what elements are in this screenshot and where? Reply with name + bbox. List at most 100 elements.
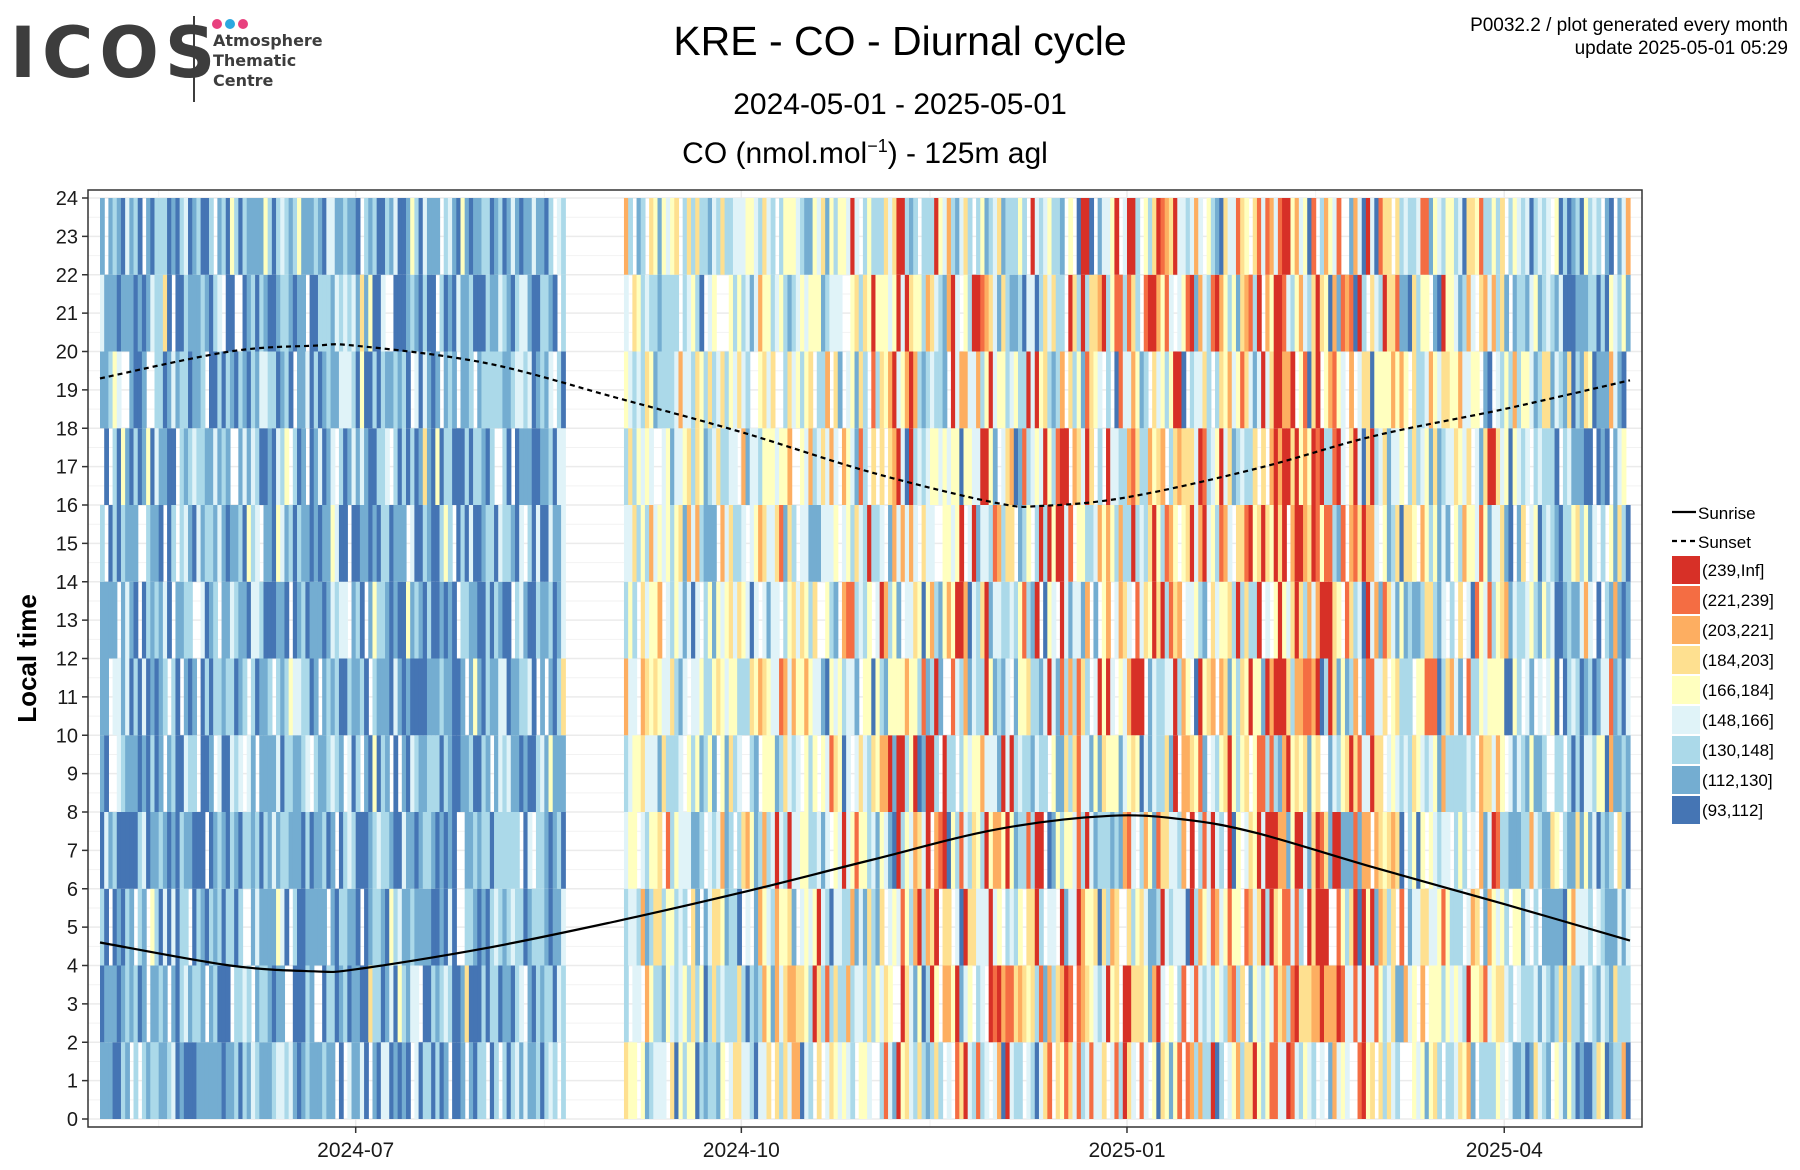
heatmap-cell <box>154 965 160 1043</box>
heatmap-cell <box>623 1042 629 1119</box>
icos-wordmark: ICOS <box>10 12 222 94</box>
heatmap-cell <box>670 198 675 275</box>
heatmap-cell <box>670 888 675 966</box>
heatmap-cell <box>1625 198 1631 275</box>
heatmap-cell <box>1525 965 1530 1043</box>
heatmap-cell <box>686 812 692 889</box>
heatmap-cell <box>762 812 768 889</box>
heatmap-cell <box>322 812 327 889</box>
heatmap-cell <box>976 658 981 736</box>
heatmap-cell <box>1156 888 1162 966</box>
heatmap-cell <box>1378 351 1384 429</box>
heatmap-cell <box>758 428 763 505</box>
heatmap-cell <box>753 812 759 889</box>
heatmap-cell <box>896 1042 902 1119</box>
heatmap-cell <box>108 965 114 1043</box>
heatmap-cell <box>833 351 839 429</box>
heatmap-cell <box>703 505 709 582</box>
heatmap-cell <box>728 888 734 966</box>
y-tick-label: 19 <box>56 380 78 402</box>
heatmap-cell <box>426 658 432 736</box>
heatmap-cell <box>481 351 487 429</box>
heatmap-cell <box>670 812 675 889</box>
heatmap-cell <box>556 428 562 505</box>
heatmap-cell <box>1571 505 1577 582</box>
heatmap-cell <box>1030 581 1036 659</box>
heatmap-cell <box>548 274 554 352</box>
heatmap-cell <box>808 581 814 659</box>
heatmap-cell <box>850 505 856 582</box>
heatmap-cell <box>1051 888 1057 966</box>
heatmap-cell <box>435 888 441 966</box>
heatmap-cell <box>229 735 235 812</box>
heatmap-cell <box>1240 428 1245 505</box>
heatmap-cell <box>355 581 361 659</box>
heatmap-cell <box>414 581 420 659</box>
heatmap-cell <box>833 812 839 889</box>
heatmap-cell <box>171 1042 177 1119</box>
heatmap-cell <box>225 658 231 736</box>
heatmap-cell <box>1093 965 1099 1043</box>
heatmap-cell <box>1558 505 1564 582</box>
heatmap-cell <box>724 581 730 659</box>
heatmap-cell <box>779 735 784 812</box>
heatmap-cell <box>502 198 508 275</box>
heatmap-cell <box>657 1042 663 1119</box>
heatmap-cell <box>1101 888 1107 966</box>
heatmap-cell <box>359 1042 365 1119</box>
heatmap-cell <box>841 965 847 1043</box>
heatmap-cell <box>410 812 415 889</box>
heatmap-cell <box>1483 198 1489 275</box>
heatmap-cell <box>1412 505 1417 582</box>
heatmap-cell <box>1596 1042 1602 1119</box>
heatmap-cell <box>267 965 273 1043</box>
heatmap-cell <box>1177 1042 1183 1119</box>
heatmap-cell <box>104 965 109 1043</box>
heatmap-cell <box>221 1042 227 1119</box>
heatmap-cell <box>1290 198 1296 275</box>
heatmap-cell <box>1445 658 1451 736</box>
heatmap-cell <box>229 1042 235 1119</box>
heatmap-cell <box>1013 888 1019 966</box>
heatmap-cell <box>447 274 453 352</box>
heatmap-cell <box>1604 735 1610 812</box>
heatmap-cell <box>858 888 864 966</box>
heatmap-cell <box>100 198 105 275</box>
heatmap-cell <box>112 274 118 352</box>
y-tick-label: 22 <box>56 265 78 287</box>
heatmap-cell <box>1495 965 1501 1043</box>
heatmap-cell <box>1256 888 1262 966</box>
heatmap-cell <box>456 274 462 352</box>
heatmap-cell <box>1185 581 1191 659</box>
heatmap-cell <box>628 198 633 275</box>
heatmap-cell <box>414 735 420 812</box>
heatmap-cell <box>707 198 713 275</box>
heatmap-cell <box>841 735 847 812</box>
heatmap-cell <box>263 505 269 582</box>
heatmap-cell <box>1164 658 1170 736</box>
heatmap-cell <box>850 351 856 429</box>
heatmap-cell <box>167 581 172 659</box>
heatmap-cell <box>1575 428 1581 505</box>
heatmap-cell <box>1286 581 1292 659</box>
heatmap-cell <box>1462 1042 1468 1119</box>
heatmap-cell <box>1047 1042 1053 1119</box>
heatmap-cell <box>1223 428 1229 505</box>
heatmap-cell <box>129 581 135 659</box>
heatmap-cell <box>1365 888 1371 966</box>
heatmap-cell <box>925 274 931 352</box>
heatmap-cell <box>477 428 483 505</box>
heatmap-cell <box>523 274 529 352</box>
heatmap-cell <box>267 581 273 659</box>
heatmap-cell <box>774 581 780 659</box>
heatmap-cell <box>1470 812 1476 889</box>
heatmap-cell <box>418 505 424 582</box>
heatmap-cell <box>460 351 466 429</box>
heatmap-cell <box>1173 812 1178 889</box>
heatmap-cell <box>707 812 713 889</box>
heatmap-cell <box>473 428 478 505</box>
heatmap-cell <box>1529 198 1535 275</box>
heatmap-cell <box>728 581 734 659</box>
heatmap-cell <box>879 581 885 659</box>
heatmap-cell <box>1256 812 1262 889</box>
